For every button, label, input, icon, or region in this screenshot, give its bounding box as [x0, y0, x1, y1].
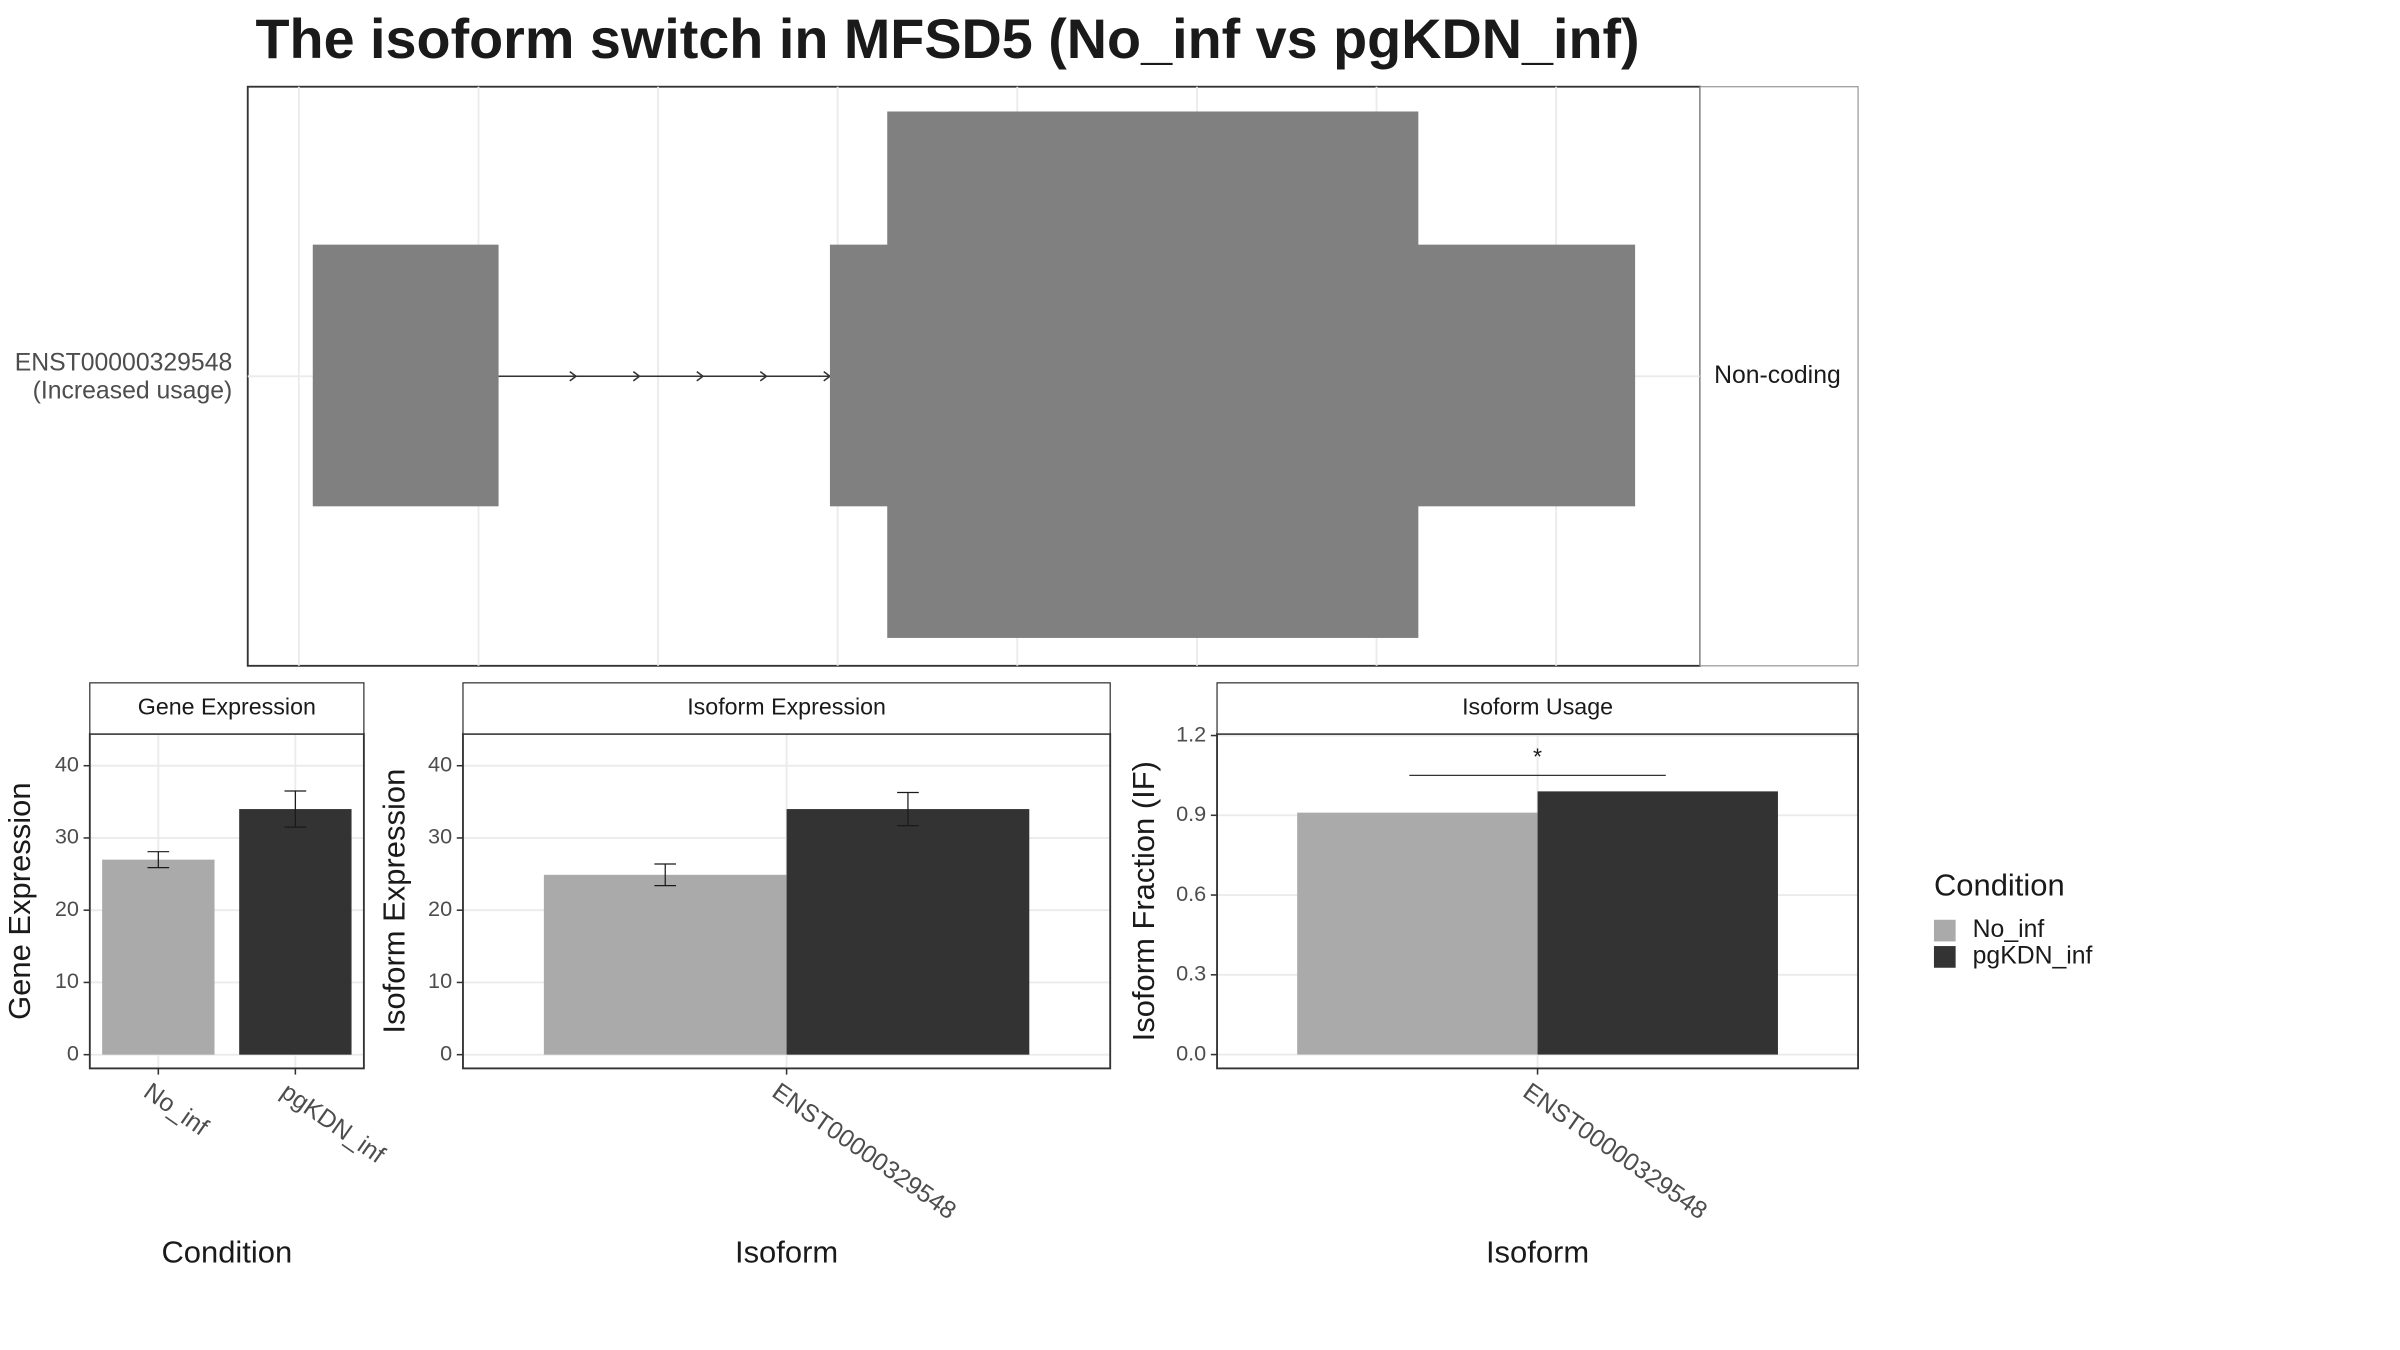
significance-label: * — [1533, 744, 1542, 770]
y-tick-label: 0.3 — [1176, 961, 1206, 986]
y-tick-label: 30 — [55, 824, 79, 849]
y-tick-label: 1.2 — [1176, 721, 1206, 746]
y-tick-label: 0.0 — [1176, 1040, 1206, 1065]
facet-strip — [1216, 682, 1859, 735]
bar — [1537, 791, 1778, 1055]
x-tick-label: ENST00000329548 — [1518, 1078, 1712, 1225]
isoform-label: ENST00000329548 — [15, 349, 233, 376]
bar — [1297, 812, 1538, 1055]
y-tick-label: 10 — [428, 968, 452, 993]
error-bar — [147, 851, 170, 869]
y-tick-label: 20 — [428, 896, 452, 921]
facet-strip — [89, 682, 365, 735]
type-strip — [1699, 86, 1859, 667]
chart-title: The isoform switch in MFSD5 (No_inf vs p… — [255, 8, 1639, 70]
y-tick-label: 0 — [440, 1040, 452, 1065]
legend-title: Condition — [1934, 867, 2065, 902]
legend-key — [1933, 946, 1956, 968]
y-axis-title: Gene Expression — [2, 782, 37, 1019]
transcript-type: Non-coding — [1714, 362, 1841, 389]
y-tick-label: 40 — [428, 751, 452, 776]
legend-key — [1933, 919, 1956, 942]
y-tick-label: 0.6 — [1176, 881, 1206, 906]
x-axis-title: Isoform — [735, 1234, 838, 1269]
y-tick-label: 10 — [55, 968, 79, 993]
isoform-label: (Increased usage) — [33, 377, 233, 404]
x-axis-title: Isoform — [1486, 1234, 1589, 1269]
y-axis-title: Isoform Expression — [377, 769, 412, 1034]
exon — [312, 244, 499, 507]
canvas: The isoform switch in MFSD5 (No_inf vs p… — [2, 8, 2093, 1269]
x-tick-label: pgKDN_inf — [276, 1078, 390, 1169]
y-tick-label: 0.9 — [1176, 801, 1206, 826]
bar — [543, 874, 787, 1055]
y-tick-label: 40 — [55, 751, 79, 776]
x-tick-label: No_inf — [139, 1078, 213, 1141]
legend-label: pgKDN_inf — [1973, 942, 2093, 969]
legend-label: No_inf — [1973, 916, 2045, 943]
y-tick-label: 30 — [428, 824, 452, 849]
facet-label: Gene Expression — [138, 694, 316, 720]
error-bar — [284, 790, 307, 828]
y-tick-label: 0 — [67, 1040, 79, 1065]
facet-strip — [462, 682, 1111, 735]
bar — [102, 859, 215, 1055]
facet-label: Isoform Usage — [1462, 694, 1613, 720]
y-axis-title: Isoform Fraction (IF) — [1126, 761, 1161, 1041]
bar — [239, 809, 352, 1055]
error-bar — [654, 863, 677, 887]
bar — [786, 809, 1030, 1055]
x-axis-title: Condition — [161, 1234, 292, 1269]
cds — [887, 111, 1419, 638]
y-tick-label: 20 — [55, 896, 79, 921]
x-tick-label: ENST00000329548 — [767, 1078, 961, 1225]
facet-label: Isoform Expression — [687, 694, 886, 720]
error-bar — [897, 791, 919, 827]
